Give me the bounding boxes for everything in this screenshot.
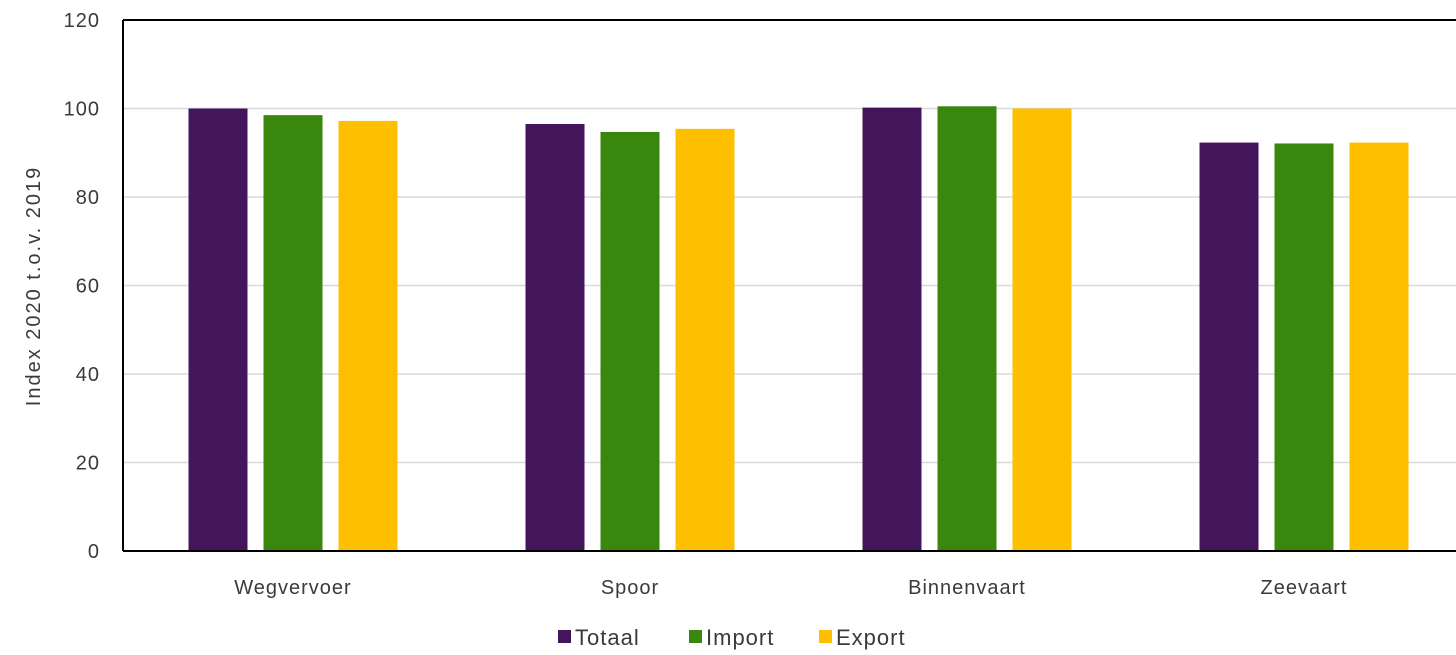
legend-label-import: Import: [706, 625, 774, 650]
x-tick-label: Wegvervoer: [234, 577, 351, 599]
x-tick-labels: Wegvervoer Spoor Binnenvaart Zeevaart: [234, 577, 1348, 599]
y-tick-label: 120: [64, 10, 100, 32]
bar-totaal-spoor: [525, 123, 585, 552]
legend-label-totaal: Totaal: [575, 625, 640, 650]
bar-totaal-wegvervoer: [188, 108, 248, 551]
axes: [122, 19, 1456, 552]
bar-import-wegvervoer: [263, 115, 323, 551]
bar-import-binnenvaart: [937, 106, 997, 551]
x-tick-label: Zeevaart: [1261, 577, 1348, 599]
bar-totaal-binnenvaart: [862, 107, 922, 552]
x-tick-label: Binnenvaart: [908, 577, 1026, 599]
x-tick-label: Spoor: [601, 577, 659, 599]
bar-import-spoor: [600, 131, 660, 551]
y-tick-labels: 0 20 40 60 80 100 120: [64, 10, 100, 563]
legend-swatch-totaal: [558, 630, 571, 643]
legend-swatch-import: [689, 630, 702, 643]
bar-export-wegvervoer: [338, 120, 398, 551]
legend: Totaal Import Export: [558, 625, 906, 650]
y-tick-label: 100: [64, 99, 100, 121]
y-tick-label: 80: [76, 187, 100, 209]
y-axis-label: Index 2020 t.o.v. 2019: [23, 166, 45, 406]
bar-export-binnenvaart: [1012, 108, 1072, 551]
bar-export-spoor: [675, 128, 735, 552]
bar-totaal-zeevaart: [1199, 142, 1259, 551]
bar-export-zeevaart: [1349, 142, 1409, 551]
legend-swatch-export: [819, 630, 832, 643]
y-tick-label: 40: [76, 364, 100, 386]
y-tick-label: 0: [88, 541, 100, 563]
y-tick-label: 20: [76, 453, 100, 475]
legend-label-export: Export: [836, 625, 906, 650]
bar-import-zeevaart: [1274, 143, 1334, 551]
y-tick-label: 60: [76, 276, 100, 298]
bars: [188, 106, 1409, 552]
